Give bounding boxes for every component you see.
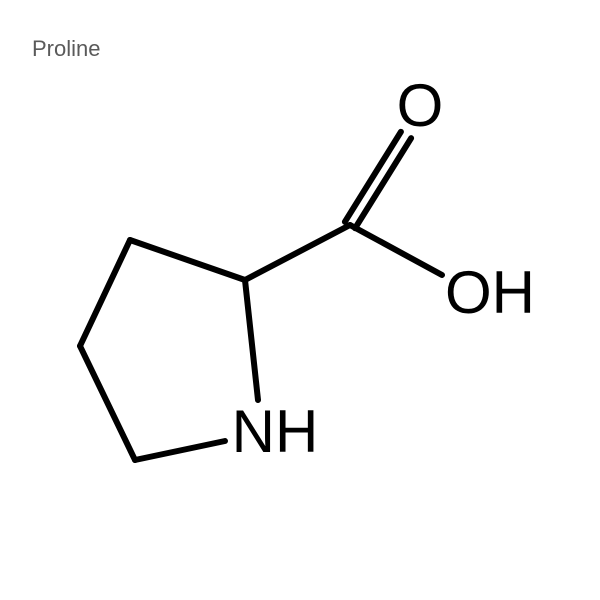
diagram-canvas: Proline O OH NH xyxy=(0,0,600,600)
atom-label-OH: OH xyxy=(445,263,535,323)
atom-label-NH: NH xyxy=(232,402,319,462)
atom-label-O: O xyxy=(397,76,444,136)
